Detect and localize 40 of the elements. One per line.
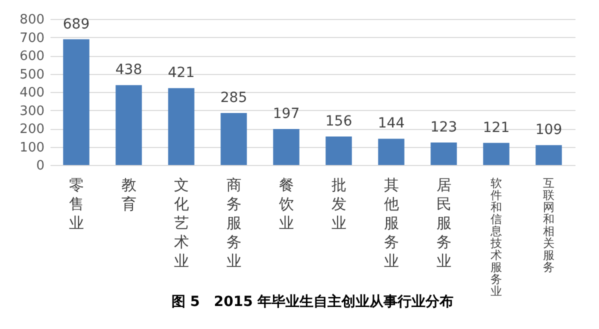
data-label: 156 xyxy=(325,114,352,130)
bar xyxy=(430,142,457,165)
y-tick-label: 800 xyxy=(20,12,44,28)
category-label: 软件和信息技术服务业 xyxy=(490,176,502,298)
x-tick-label: 居民服务业 xyxy=(436,176,452,270)
y-tick-label: 500 xyxy=(20,67,44,82)
x-tick-label: 零售业 xyxy=(68,176,84,232)
bar xyxy=(483,142,510,165)
bar xyxy=(378,138,404,165)
data-label: 421 xyxy=(168,65,195,82)
bar xyxy=(168,88,194,165)
data-label: 123 xyxy=(430,120,458,136)
x-tick-label: 批发业 xyxy=(331,176,346,232)
data-label: 144 xyxy=(378,116,405,132)
x-tick-label: 互联网和相关服务 xyxy=(542,176,555,274)
data-label: 285 xyxy=(220,90,248,106)
text: 图 5 2015 年毕业生自主创业从事行业分布 xyxy=(171,293,454,310)
bar xyxy=(326,136,352,165)
y-tick-label: 300 xyxy=(20,104,44,119)
data-label: 689 xyxy=(62,16,90,32)
x-tick-label: 餐饮业 xyxy=(278,176,294,232)
y-tick-label: 0 xyxy=(36,158,44,174)
bar xyxy=(63,39,90,165)
x-tick-label: 商务服务业 xyxy=(226,176,242,270)
bar xyxy=(273,129,300,165)
y-tick-label: 600 xyxy=(20,49,44,64)
data-label: 109 xyxy=(535,122,562,138)
x-tick-label: 其他服务业 xyxy=(384,176,399,270)
data-label: 438 xyxy=(115,62,142,78)
x-tick-label: 文化艺术业 xyxy=(174,176,189,270)
y-tick-label: 700 xyxy=(20,30,44,46)
bar xyxy=(536,145,562,165)
x-tick-label: 教育 xyxy=(121,176,136,213)
y-tick-label: 400 xyxy=(20,86,44,100)
data-label: 197 xyxy=(272,106,300,122)
data-label: 121 xyxy=(482,120,510,136)
y-tick-label: 100 xyxy=(20,140,44,156)
bar xyxy=(220,112,247,165)
bar xyxy=(116,85,142,165)
y-tick-label: 200 xyxy=(20,122,44,137)
